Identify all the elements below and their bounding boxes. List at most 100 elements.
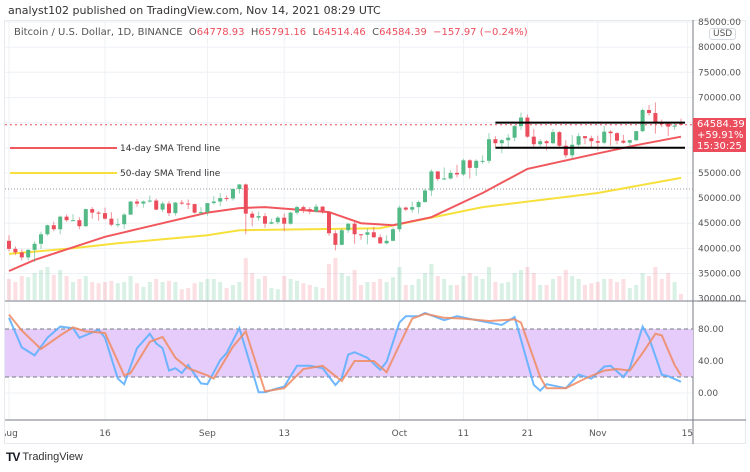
volume-bar xyxy=(583,285,587,300)
candle-body xyxy=(397,207,402,230)
candle-body xyxy=(455,172,459,175)
candle-body xyxy=(576,136,581,145)
volume-bar xyxy=(32,273,37,300)
volume-bar xyxy=(154,279,159,300)
symbol-title[interactable]: Bitcoin / U.S. Dollar, 1D, BINANCE xyxy=(14,27,183,38)
candle-body xyxy=(627,140,632,143)
chart-frame xyxy=(4,20,746,444)
candle-body xyxy=(538,141,543,145)
candle-body xyxy=(269,222,274,224)
candle-body xyxy=(301,207,306,210)
volume-bar xyxy=(378,279,383,300)
candle-body xyxy=(429,171,434,191)
volume-bar xyxy=(359,285,363,300)
candle-body xyxy=(640,110,645,132)
time-tick-label: 21 xyxy=(522,429,533,439)
volume-bar xyxy=(186,288,191,300)
candle-body xyxy=(154,200,159,210)
candle-body xyxy=(256,216,261,218)
volume-bar xyxy=(672,282,677,300)
candle-body xyxy=(608,131,613,134)
volume-bar xyxy=(442,279,447,300)
candle-body xyxy=(339,230,344,245)
volume-bar xyxy=(647,276,651,300)
volume-bar xyxy=(314,286,319,300)
candle-body xyxy=(51,225,56,230)
candle-body xyxy=(359,234,363,236)
candle-body xyxy=(474,160,479,168)
volume-bar xyxy=(39,270,43,300)
volume-bar xyxy=(7,279,11,300)
candle-body xyxy=(83,209,88,227)
candle-body xyxy=(435,171,440,179)
volume-bar xyxy=(506,282,511,300)
candle-body xyxy=(467,160,472,168)
volume-bar xyxy=(13,282,18,300)
candle-body xyxy=(602,131,607,143)
candle-body xyxy=(391,229,395,241)
price-tick-label: 55000.00 xyxy=(698,169,741,179)
volume-bar xyxy=(211,279,216,300)
candle-body xyxy=(653,113,658,124)
volume-bar xyxy=(403,285,408,300)
candle-body xyxy=(352,223,357,235)
volume-bar xyxy=(634,285,639,300)
price-tick-label: 35000.00 xyxy=(698,270,741,280)
sma14-legend-label: 14-day SMA Trend line xyxy=(120,144,221,154)
candle-body xyxy=(115,224,120,226)
volume-bar xyxy=(666,273,671,300)
volume-bar xyxy=(416,279,421,300)
candle-body xyxy=(205,203,210,213)
candle-body xyxy=(179,202,184,204)
volume-bar xyxy=(512,273,517,300)
volume-bar xyxy=(205,279,210,300)
candle-body xyxy=(64,216,69,221)
candle-body xyxy=(192,204,197,213)
candle-body xyxy=(26,249,31,258)
candle-body xyxy=(448,172,453,179)
candle-body xyxy=(499,140,504,144)
currency-button[interactable]: USD xyxy=(709,28,737,40)
candle-body xyxy=(327,211,331,234)
candle-body xyxy=(423,190,427,203)
candle-body xyxy=(615,133,619,141)
candle-body xyxy=(122,214,127,225)
volume-bar xyxy=(429,264,434,300)
volume-bar xyxy=(391,277,395,300)
volume-bar xyxy=(493,282,498,300)
candle-body xyxy=(32,243,37,250)
candle-body xyxy=(442,178,447,180)
candle-body xyxy=(410,207,415,210)
volume-bar xyxy=(77,279,82,300)
volume-bar xyxy=(199,282,203,300)
ohlc-legend: Bitcoin / U.S. Dollar, 1D, BINANCE O6477… xyxy=(14,27,528,38)
candle-body xyxy=(186,203,191,205)
volume-bar xyxy=(231,285,235,300)
candle-body xyxy=(295,207,299,213)
candle-body xyxy=(531,136,536,145)
volume-bar xyxy=(26,277,31,300)
volume-bar xyxy=(256,279,261,300)
time-tick-label: 16 xyxy=(99,429,111,439)
volume-bar xyxy=(365,282,370,300)
volume-bar xyxy=(410,285,415,300)
price-tick-label: 80000.00 xyxy=(698,43,741,53)
volume-bar xyxy=(615,282,619,300)
candle-body xyxy=(595,141,600,143)
time-tick-label: 15 xyxy=(682,429,693,439)
candle-body xyxy=(275,217,280,223)
candle-body xyxy=(135,201,139,204)
candle-body xyxy=(557,132,562,146)
candle-body xyxy=(71,220,75,222)
tradingview-logo[interactable]: TV TradingView xyxy=(6,450,83,464)
candle-body xyxy=(90,209,95,213)
stoch-pane xyxy=(5,311,693,394)
time-axis: Aug 16 Sep 13 Oct 11 21 Nov 15 xyxy=(5,429,693,439)
volume-bar xyxy=(576,279,581,300)
volume-bar xyxy=(467,273,472,300)
volume-bar xyxy=(179,289,184,300)
volume-bar xyxy=(160,282,165,300)
volume-bar xyxy=(122,282,127,300)
candle-body xyxy=(551,132,555,144)
